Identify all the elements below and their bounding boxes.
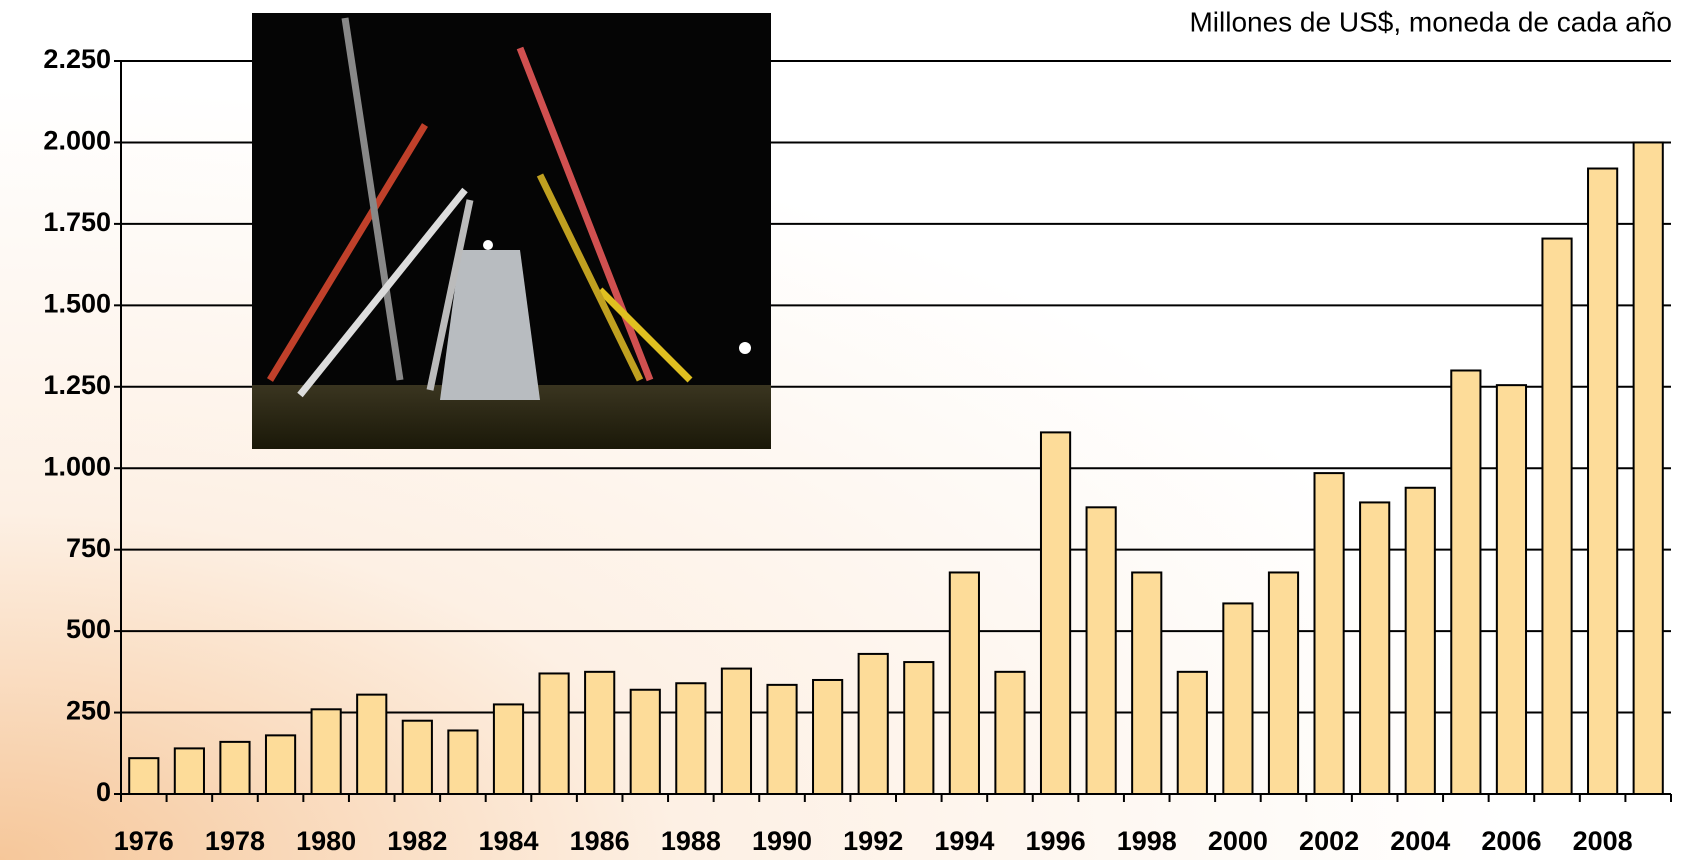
x-tick-label: 1976 <box>114 826 174 856</box>
bar <box>494 704 523 794</box>
chart: Millones de US$, moneda de cada año 0 250… <box>0 0 1683 860</box>
x-tick-label: 1982 <box>387 826 447 856</box>
y-tick-label: 2.000 <box>43 126 111 156</box>
bar <box>904 662 933 794</box>
x-tick-label: 1990 <box>752 826 812 856</box>
y-tick-label: 1.250 <box>43 370 111 400</box>
page: Millones de US$, moneda de cada año 0 250… <box>0 0 1683 860</box>
bar <box>1315 473 1344 794</box>
bar <box>995 672 1024 794</box>
y-tick-label: 500 <box>66 614 111 644</box>
bar <box>676 683 705 794</box>
bar <box>403 721 432 794</box>
x-tick-label: 2000 <box>1208 826 1268 856</box>
x-tick-label: 2004 <box>1390 826 1450 856</box>
bar <box>1451 370 1480 794</box>
bar <box>631 690 660 794</box>
bar <box>1087 507 1116 794</box>
x-tick-label: 1984 <box>478 826 538 856</box>
y-tick-label: 0 <box>96 777 111 807</box>
x-tick-label: 1986 <box>570 826 630 856</box>
bar <box>950 572 979 794</box>
y-tick-label: 1.500 <box>43 288 111 318</box>
bar <box>1360 502 1389 794</box>
bar <box>129 758 158 794</box>
bar <box>1497 385 1526 794</box>
x-tick-label: 2008 <box>1573 826 1633 856</box>
bar <box>1041 432 1070 794</box>
y-tick-label: 1.750 <box>43 207 111 237</box>
bar <box>813 680 842 794</box>
x-tick-label: 2002 <box>1299 826 1359 856</box>
x-tick-label: 1978 <box>205 826 265 856</box>
y-tick-label: 750 <box>66 533 111 563</box>
x-tick-label: 1980 <box>296 826 356 856</box>
bar <box>722 669 751 794</box>
x-tick-label: 1996 <box>1026 826 1086 856</box>
y-tick-label: 1.000 <box>43 451 111 481</box>
bar <box>266 735 295 794</box>
bar <box>540 673 569 794</box>
subtitle: Millones de US$, moneda de cada año <box>1189 6 1672 37</box>
x-tick-label: 2006 <box>1481 826 1541 856</box>
photo <box>252 13 771 449</box>
x-tick-label: 1998 <box>1117 826 1177 856</box>
y-tick-label: 250 <box>66 696 111 726</box>
bar <box>1269 572 1298 794</box>
x-tick-label: 1992 <box>843 826 903 856</box>
bar <box>859 654 888 794</box>
bar <box>767 685 796 794</box>
bar <box>220 742 249 794</box>
y-tick-label: 2.250 <box>43 44 111 74</box>
bar <box>585 672 614 794</box>
bar <box>175 748 204 794</box>
bar <box>312 709 341 794</box>
x-tick-label: 1988 <box>661 826 721 856</box>
bar <box>1542 239 1571 794</box>
bar <box>357 695 386 794</box>
x-tick-label: 1994 <box>934 826 994 856</box>
bar <box>1406 488 1435 794</box>
bar <box>1588 169 1617 794</box>
bar <box>448 730 477 794</box>
bar <box>1178 672 1207 794</box>
bar <box>1634 142 1663 794</box>
bar <box>1132 572 1161 794</box>
bar <box>1223 603 1252 794</box>
